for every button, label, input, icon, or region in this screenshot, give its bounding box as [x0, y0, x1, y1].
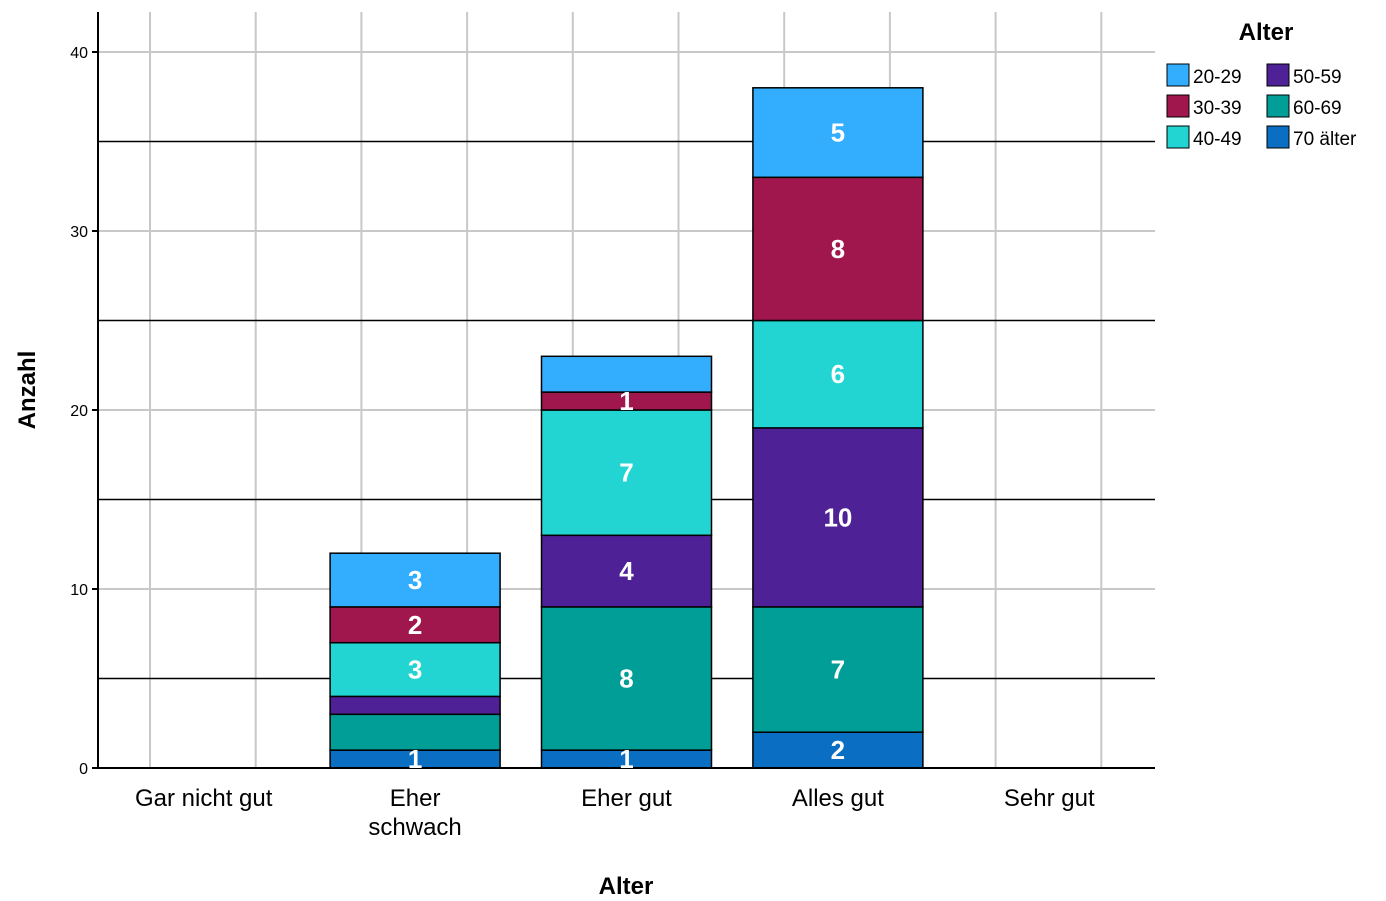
- bar-segment-alles-gut-40-49: [752, 319, 924, 429]
- bar-segment-alles-gut-60-69: [752, 606, 924, 733]
- x-tick-label: Alles gut: [792, 785, 884, 812]
- legend-swatch-20-29: [1166, 63, 1190, 87]
- bar-segment-alles-gut-50-59: [752, 427, 924, 608]
- x-tick-label: Gar nicht gut: [135, 785, 273, 812]
- legend-label-20-29: 20-29: [1193, 67, 1242, 88]
- x-tick-label: Sehr gut: [1004, 785, 1095, 812]
- bar-segment-eher-schwach-50-59: [329, 695, 501, 716]
- y-tick-label: 20: [70, 403, 88, 420]
- data-label-eher-gut-60-69: 8: [619, 664, 633, 694]
- bar-segment-eher-gut-50-59: [540, 534, 713, 608]
- bar-segment-eher-gut-40-49: [540, 409, 713, 537]
- data-label-eher-gut-40-49: 7: [619, 458, 633, 488]
- y-tick-label: 30: [70, 224, 88, 241]
- legend-swatch-50-59: [1266, 63, 1290, 87]
- data-label-eher-gut-30-39: 1: [619, 386, 633, 416]
- bar-segment-alles-gut-20-29: [752, 87, 924, 179]
- labels-layer: 1 3 2 3 1 8 4 7 1 2 7 10 6 8 5: [408, 118, 852, 774]
- data-label-eher-schwach-30-39: 2: [408, 610, 422, 640]
- legend-label-40-49: 40-49: [1193, 129, 1242, 150]
- x-tick-label: Eher gut: [581, 785, 672, 812]
- axes-layer: 0 10 20 30 40 Gar nicht gut Eher schwach Eher gu…: [70, 12, 1155, 841]
- bars-layer: [329, 87, 924, 769]
- legend-label-60-69: 60-69: [1293, 98, 1342, 119]
- legend-label-70-lter: 70 älter: [1293, 129, 1357, 150]
- y-tick-label: 10: [70, 582, 88, 599]
- bar-segment-eher-schwach-20-29: [329, 552, 501, 608]
- legend-label-50-59: 50-59: [1293, 67, 1342, 88]
- bar-segment-eher-gut-60-69: [540, 606, 713, 751]
- legend-label-30-39: 30-39: [1193, 98, 1242, 119]
- data-label-alles-gut-20-29: 5: [831, 118, 845, 148]
- data-label-eher-schwach-40-49: 3: [408, 655, 422, 685]
- data-label-alles-gut-50-59: 10: [823, 502, 852, 532]
- x-axis-title: Alter: [599, 873, 654, 900]
- y-tick-label: 0: [79, 761, 88, 778]
- data-label-alles-gut-40-49: 6: [831, 359, 845, 389]
- data-label-eher-schwach-20-29: 3: [408, 565, 422, 595]
- y-axis-title: Anzahl: [14, 351, 41, 430]
- data-label-alles-gut-60-69: 7: [831, 655, 845, 685]
- bar-segment-eher-schwach-40-49: [329, 641, 501, 698]
- y-tick-label: 40: [70, 45, 88, 62]
- data-label-alles-gut-30-39: 8: [831, 234, 845, 264]
- bar-segment-eher-gut-20-29: [540, 355, 713, 393]
- x-tick-label: Eher schwach: [368, 785, 461, 841]
- data-label-eher-gut-70-lter: 1: [619, 744, 633, 774]
- bar-segment-alles-gut-30-39: [752, 176, 924, 322]
- legend-swatch-40-49: [1166, 125, 1190, 149]
- bar-segment-alles-gut-70-lter: [752, 731, 924, 769]
- data-label-eher-schwach-70-lter: 1: [408, 744, 422, 774]
- legend-swatch-30-39: [1166, 94, 1190, 118]
- legend-swatch-70-lter: [1266, 125, 1290, 149]
- data-label-eher-gut-50-59: 4: [619, 556, 634, 586]
- legend: Alter 20-29 50-59 30-39 60-69 40-49 70 älter: [1166, 19, 1357, 150]
- data-label-alles-gut-70-lter: 2: [831, 735, 845, 765]
- legend-title: Alter: [1239, 19, 1294, 46]
- legend-swatch-60-69: [1266, 94, 1290, 118]
